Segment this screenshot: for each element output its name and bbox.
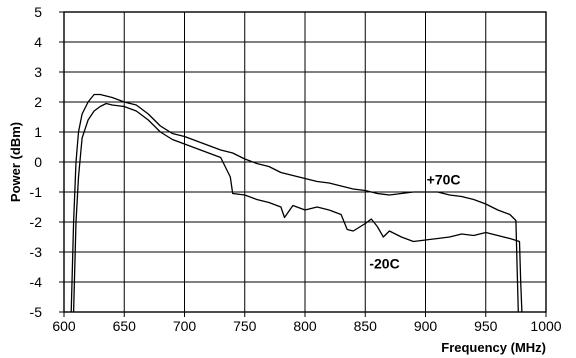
series-line-1 bbox=[70, 93, 519, 313]
x-tick-label: 650 bbox=[113, 318, 137, 334]
x-tick-label: 800 bbox=[293, 318, 317, 334]
y-tick-label: -4 bbox=[30, 274, 43, 290]
y-tick-label: 5 bbox=[34, 4, 42, 20]
x-tick-label: 950 bbox=[474, 318, 498, 334]
annotation-minus20c: -20C bbox=[369, 256, 399, 272]
series-line-2 bbox=[72, 102, 523, 313]
y-tick-label: -1 bbox=[30, 184, 43, 200]
x-tick-label: 750 bbox=[233, 318, 257, 334]
x-axis-title: Frequency (MHz) bbox=[441, 340, 546, 355]
annotation-plus70c: +70C bbox=[427, 172, 461, 188]
annotations: +70C -20C bbox=[369, 172, 460, 272]
x-tick-label: 850 bbox=[354, 318, 378, 334]
y-tick-label: -2 bbox=[30, 214, 43, 230]
plot-frame bbox=[63, 11, 547, 313]
x-tick-label: 700 bbox=[173, 318, 197, 334]
x-tick-label: 600 bbox=[52, 318, 76, 334]
y-tick-label: 1 bbox=[34, 124, 42, 140]
y-tick-label: -3 bbox=[30, 244, 43, 260]
grid bbox=[59, 11, 547, 317]
y-tick-label: -5 bbox=[30, 304, 43, 320]
x-tick-label: 900 bbox=[414, 318, 438, 334]
y-tick-label: 3 bbox=[34, 64, 42, 80]
y-tick-label: 0 bbox=[34, 154, 42, 170]
y-axis-title: Power (dBm) bbox=[8, 122, 23, 202]
tick-labels: 600 650 700 750 800 850 900 950 1000 -5 -4 -3 -2 -1 0 1… bbox=[30, 4, 562, 334]
y-tick-label: 4 bbox=[34, 34, 42, 50]
x-tick-label: 1000 bbox=[530, 318, 561, 334]
y-tick-label: 2 bbox=[34, 94, 42, 110]
series-group bbox=[70, 93, 523, 313]
